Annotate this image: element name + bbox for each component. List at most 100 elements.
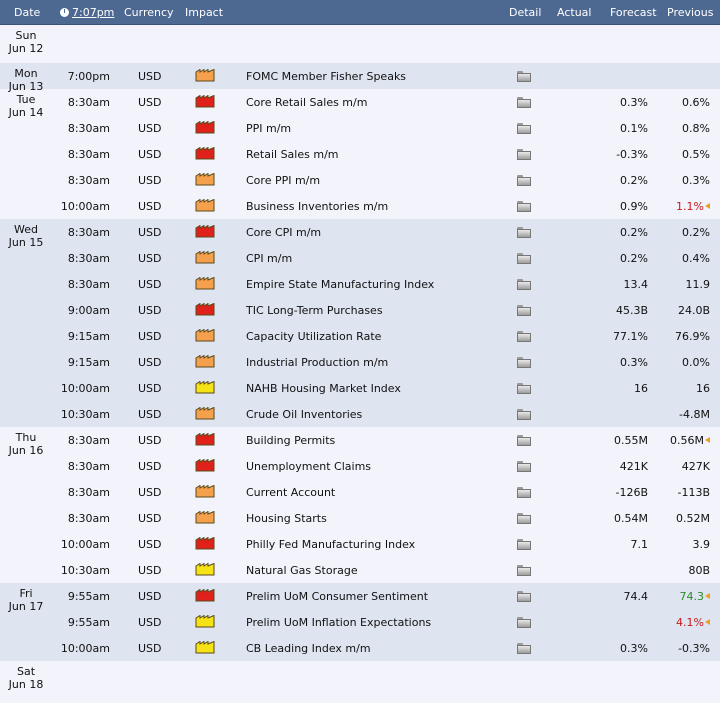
event-row[interactable]: 8:30am USD Unemployment Claims 421K 427K (0, 453, 720, 479)
detail-folder-icon[interactable] (517, 565, 531, 576)
detail-folder-icon[interactable] (517, 279, 531, 290)
folder-icon[interactable] (517, 227, 531, 238)
event-row[interactable]: 8:30am USD CPI m/m 0.2% 0.4% (0, 245, 720, 271)
event-previous: 0.2% (652, 226, 710, 239)
folder-icon[interactable] (517, 253, 531, 264)
detail-folder-icon[interactable] (517, 513, 531, 524)
folder-icon[interactable] (517, 539, 531, 550)
day-label: Thu Jun 16 (0, 431, 52, 457)
detail-folder-icon[interactable] (517, 435, 531, 446)
detail-folder-icon[interactable] (517, 201, 531, 212)
event-row[interactable]: 9:15am USD Capacity Utilization Rate 77.1% 7… (0, 323, 720, 349)
folder-icon[interactable] (517, 487, 531, 498)
event-name[interactable]: TIC Long-Term Purchases (246, 304, 383, 317)
folder-icon[interactable] (517, 591, 531, 602)
detail-folder-icon[interactable] (517, 123, 531, 134)
folder-icon[interactable] (517, 357, 531, 368)
folder-icon[interactable] (517, 175, 531, 186)
detail-folder-icon[interactable] (517, 71, 531, 82)
detail-folder-icon[interactable] (517, 227, 531, 238)
event-name[interactable]: FOMC Member Fisher Speaks (246, 70, 407, 83)
event-name[interactable]: Natural Gas Storage (246, 564, 358, 577)
event-row[interactable]: 9:55am USD Prelim UoM Consumer Sentiment 74… (0, 583, 720, 609)
folder-icon[interactable] (517, 201, 531, 212)
event-name[interactable]: CB Leading Index m/m (246, 642, 371, 655)
event-name[interactable]: Prelim UoM Consumer Sentiment (246, 590, 429, 603)
folder-icon[interactable] (517, 331, 531, 342)
detail-folder-icon[interactable] (517, 617, 531, 628)
event-row[interactable]: 10:00am USD NAHB Housing Market Index 16 16 (0, 375, 720, 401)
detail-folder-icon[interactable] (517, 461, 531, 472)
event-name[interactable]: Current Account (246, 486, 336, 499)
detail-folder-icon[interactable] (517, 409, 531, 420)
folder-icon[interactable] (517, 643, 531, 654)
event-name[interactable]: Crude Oil Inventories (246, 408, 363, 421)
detail-folder-icon[interactable] (517, 383, 531, 394)
event-name[interactable]: PPI m/m (246, 122, 292, 135)
event-row[interactable]: 8:30am USD PPI m/m 0.1% 0.8% (0, 115, 720, 141)
event-name[interactable]: Core CPI m/m (246, 226, 322, 239)
detail-folder-icon[interactable] (517, 591, 531, 602)
detail-folder-icon[interactable] (517, 487, 531, 498)
folder-icon[interactable] (517, 123, 531, 134)
event-row[interactable]: 8:30am USD Retail Sales m/m -0.3% 0.5% (0, 141, 720, 167)
event-name[interactable]: Industrial Production m/m (246, 356, 389, 369)
detail-folder-icon[interactable] (517, 357, 531, 368)
detail-folder-icon[interactable] (517, 305, 531, 316)
event-forecast: 45.3B (615, 304, 648, 317)
detail-folder-icon[interactable] (517, 539, 531, 550)
folder-icon[interactable] (517, 435, 531, 446)
event-name[interactable]: Core Retail Sales m/m (246, 96, 368, 109)
event-name[interactable]: NAHB Housing Market Index (246, 382, 401, 395)
folder-icon[interactable] (517, 409, 531, 420)
folder-icon[interactable] (517, 97, 531, 108)
day-label: Sat Jun 18 (0, 665, 52, 691)
event-name[interactable]: Core PPI m/m (246, 174, 321, 187)
folder-icon[interactable] (517, 565, 531, 576)
event-name[interactable]: Prelim UoM Inflation Expectations (246, 616, 432, 629)
event-row[interactable]: 10:00am USD Business Inventories m/m 0.9% 1.… (0, 193, 720, 219)
detail-folder-icon[interactable] (517, 149, 531, 160)
event-row[interactable]: 7:00pm USD FOMC Member Fisher Speaks (0, 63, 720, 89)
event-row[interactable]: 8:30am USD Core CPI m/m 0.2% 0.2% (0, 219, 720, 245)
folder-icon[interactable] (517, 513, 531, 524)
event-name[interactable]: Retail Sales m/m (246, 148, 339, 161)
folder-icon[interactable] (517, 617, 531, 628)
event-row[interactable]: 10:30am USD Natural Gas Storage 80B (0, 557, 720, 583)
folder-icon[interactable] (517, 71, 531, 82)
folder-icon[interactable] (517, 461, 531, 472)
event-row[interactable]: 9:55am USD Prelim UoM Inflation Expectatio… (0, 609, 720, 635)
detail-folder-icon[interactable] (517, 253, 531, 264)
folder-icon[interactable] (517, 305, 531, 316)
event-row[interactable]: 9:15am USD Industrial Production m/m 0.3% 0.… (0, 349, 720, 375)
event-row[interactable]: 8:30am USD Core PPI m/m 0.2% 0.3% (0, 167, 720, 193)
event-row[interactable]: 8:30am USD Housing Starts 0.54M 0.52M (0, 505, 720, 531)
event-row[interactable]: 10:00am USD CB Leading Index m/m 0.3% -0.3% (0, 635, 720, 661)
event-name[interactable]: CPI m/m (246, 252, 293, 265)
date-column-header[interactable]: Date (14, 6, 41, 19)
time-column-header[interactable]: 7:07pm (60, 6, 114, 19)
detail-folder-icon[interactable] (517, 175, 531, 186)
event-name[interactable]: Empire State Manufacturing Index (246, 278, 435, 291)
detail-folder-icon[interactable] (517, 97, 531, 108)
detail-folder-icon[interactable] (517, 643, 531, 654)
event-name[interactable]: Housing Starts (246, 512, 327, 525)
event-name[interactable]: Unemployment Claims (246, 460, 372, 473)
event-row[interactable]: 8:30am USD Current Account -126B -113B (0, 479, 720, 505)
event-row[interactable]: 10:00am USD Philly Fed Manufacturing Index… (0, 531, 720, 557)
event-name[interactable]: Business Inventories m/m (246, 200, 389, 213)
folder-icon[interactable] (517, 149, 531, 160)
detail-folder-icon[interactable] (517, 331, 531, 342)
current-time-link[interactable]: 7:07pm (72, 6, 115, 19)
event-row[interactable]: 10:30am USD Crude Oil Inventories -4.8M (0, 401, 720, 427)
event-name[interactable]: Building Permits (246, 434, 336, 447)
event-row[interactable]: 8:30am USD Core Retail Sales m/m 0.3% 0.6% (0, 89, 720, 115)
folder-icon[interactable] (517, 383, 531, 394)
event-row[interactable]: 8:30am USD Building Permits 0.55M 0.56M (0, 427, 720, 453)
event-name[interactable]: Capacity Utilization Rate (246, 330, 382, 343)
event-row[interactable]: 8:30am USD Empire State Manufacturing Inde… (0, 271, 720, 297)
folder-icon[interactable] (517, 279, 531, 290)
event-row[interactable]: 9:00am USD TIC Long-Term Purchases 45.3B 24.… (0, 297, 720, 323)
event-name[interactable]: Philly Fed Manufacturing Index (246, 538, 416, 551)
forecast-column-header: Forecast (610, 6, 657, 19)
